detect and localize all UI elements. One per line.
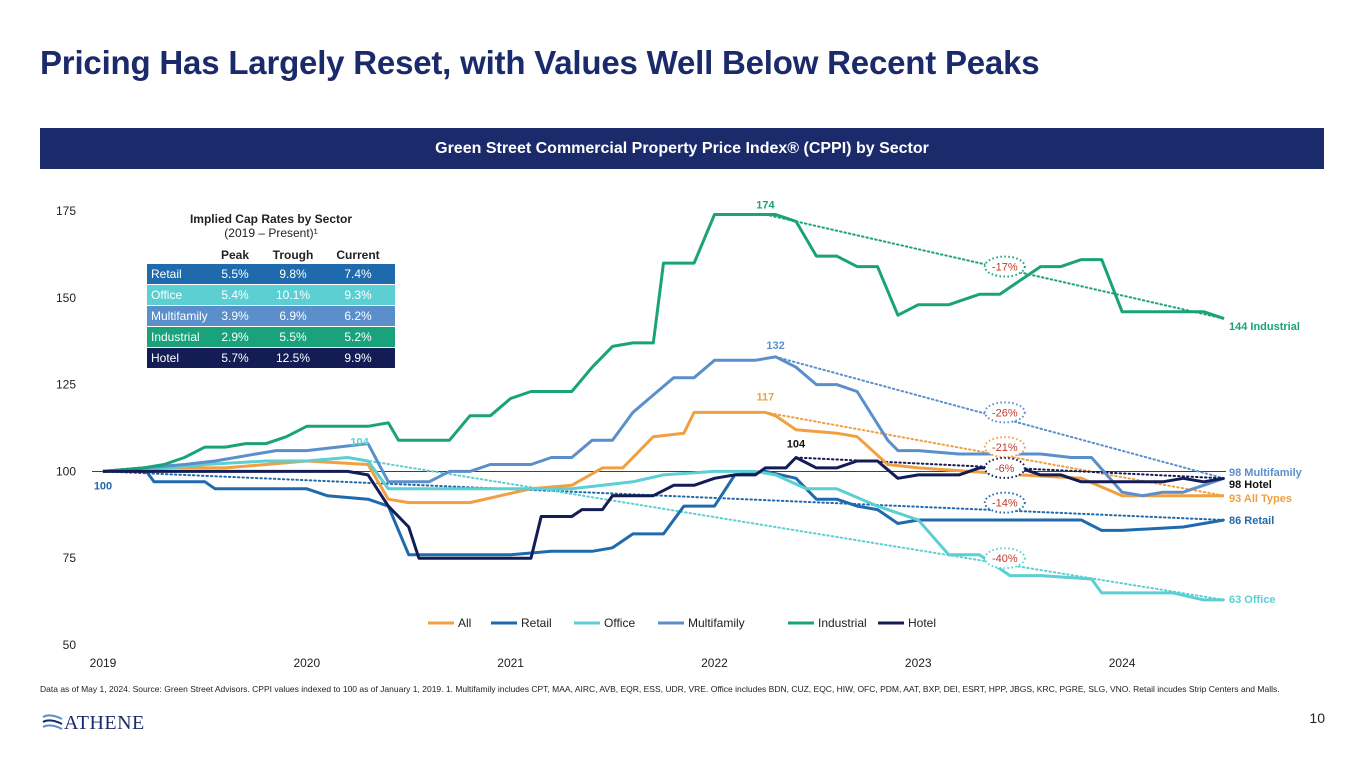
cap-row-multifamily: Multifamily 3.9% 6.9% 6.2% xyxy=(147,306,395,327)
end-label-hotel: 98 Hotel xyxy=(1229,479,1272,491)
trendline-multifamily xyxy=(774,355,1225,480)
y-tick-label: 125 xyxy=(56,378,76,392)
peak-label-office: 104 xyxy=(350,437,369,449)
legend-label-retail: Retail xyxy=(521,616,552,630)
series-line-retail xyxy=(102,466,1225,557)
cap-cell-peak: 5.5% xyxy=(221,267,249,281)
legend-label-multifamily: Multifamily xyxy=(688,616,745,630)
x-tick-label: 2024 xyxy=(1109,656,1136,670)
cap-cell-trough: 5.5% xyxy=(279,330,307,344)
cap-rate-table: Implied Cap Rates by Sector (2019 – Pres… xyxy=(147,212,395,369)
decline-badge-multifamily xyxy=(983,401,1026,424)
peak-label-hotel: 104 xyxy=(787,439,806,451)
legend-label-office: Office xyxy=(604,616,635,630)
x-tick-label: 2022 xyxy=(701,656,728,670)
y-tick-label: 150 xyxy=(56,291,76,305)
cap-cell-trough: 9.8% xyxy=(279,267,307,281)
end-label-industrial: 144 Industrial xyxy=(1229,321,1300,333)
decline-label-industrial: -17% xyxy=(992,262,1018,274)
decline-badge-hotel xyxy=(983,456,1026,479)
x-tick-label: 2020 xyxy=(293,656,320,670)
series-line-all xyxy=(102,410,1224,505)
cap-header-trough: Trough xyxy=(272,248,314,262)
cap-cell-current: 6.2% xyxy=(344,309,372,323)
decline-label-hotel: -6% xyxy=(995,463,1015,475)
athene-wave-icon xyxy=(42,714,63,730)
cap-header-peak: Peak xyxy=(220,248,250,262)
peak-label-all: 117 xyxy=(757,391,775,403)
cap-table-header: Peak Trough Current xyxy=(147,246,395,264)
x-tick-label: 2023 xyxy=(905,656,932,670)
cap-cell-current: 5.2% xyxy=(344,330,372,344)
cap-header-current: Current xyxy=(336,248,380,262)
peak-label-industrial: 174 xyxy=(756,199,775,211)
cap-row-office: Office 5.4% 10.1% 9.3% xyxy=(147,285,395,306)
legend-label-industrial: Industrial xyxy=(818,616,867,630)
cap-cell-name: Industrial xyxy=(151,330,200,344)
page-number: 10 xyxy=(1309,710,1325,726)
end-label-retail: 86 Retail xyxy=(1229,515,1274,527)
peak-label-multifamily: 132 xyxy=(766,340,784,352)
cap-cell-trough: 10.1% xyxy=(275,288,311,302)
cap-cell-trough: 6.9% xyxy=(279,309,307,323)
cap-row-retail: Retail 5.5% 9.8% 7.4% xyxy=(147,264,395,285)
athene-logo: ATHENE xyxy=(42,712,145,734)
decline-label-all: -21% xyxy=(992,442,1018,454)
cap-cell-current: 9.3% xyxy=(344,288,372,302)
cap-cell-trough: 12.5% xyxy=(275,351,311,365)
y-tick-label: 50 xyxy=(63,638,77,652)
cap-cell-name: Hotel xyxy=(151,351,180,365)
decline-label-retail: -14% xyxy=(992,498,1018,510)
y-tick-label: 75 xyxy=(63,551,77,565)
decline-badge-retail xyxy=(983,491,1026,514)
cap-cell-name: Office xyxy=(151,288,183,302)
series-line-industrial xyxy=(102,213,1225,473)
trendline-office xyxy=(346,456,1225,601)
legend-label-hotel: Hotel xyxy=(908,616,936,630)
cap-row-industrial: Industrial 2.9% 5.5% 5.2% xyxy=(147,327,395,348)
end-label-all: 93 All Types xyxy=(1229,493,1292,505)
logo-text: ATHENE xyxy=(64,711,145,734)
decline-label-office: -40% xyxy=(992,553,1018,565)
footnote: Data as of May 1, 2024. Source: Green St… xyxy=(40,684,1280,694)
decline-badge-industrial xyxy=(983,255,1026,278)
page-title: Pricing Has Largely Reset, with Values W… xyxy=(40,44,1040,81)
decline-badge-office xyxy=(983,547,1026,570)
cap-table-subtitle: (2019 – Present)¹ xyxy=(224,226,318,240)
cap-table-title: Implied Cap Rates by Sector xyxy=(189,212,353,226)
series-line-hotel xyxy=(103,456,1225,560)
cap-cell-peak: 3.9% xyxy=(221,309,249,323)
x-tick-label: 2021 xyxy=(497,656,524,670)
cap-cell-current: 7.4% xyxy=(344,267,372,281)
legend-label-all: All xyxy=(458,616,471,630)
trendline-retail xyxy=(102,470,1225,522)
cap-cell-peak: 5.4% xyxy=(221,288,249,302)
cap-cell-name: Multifamily xyxy=(151,309,208,323)
peak-label-retail: 100 xyxy=(94,480,112,492)
cap-cell-name: Retail xyxy=(151,267,182,281)
series-line-office xyxy=(102,456,1224,602)
cap-cell-current: 9.9% xyxy=(344,351,372,365)
y-tick-label: 100 xyxy=(56,464,76,478)
chart-banner: Green Street Commercial Property Price I… xyxy=(40,128,1324,169)
y-tick-label: 175 xyxy=(56,204,76,218)
cap-row-hotel: Hotel 5.7% 12.5% 9.9% xyxy=(147,348,395,369)
cap-cell-peak: 2.9% xyxy=(221,330,249,344)
end-label-office: 63 Office xyxy=(1229,594,1275,606)
x-tick-label: 2019 xyxy=(90,656,117,670)
end-label-multifamily: 98 Multifamily xyxy=(1229,467,1303,479)
series-line-multifamily xyxy=(102,355,1225,498)
decline-label-multifamily: -26% xyxy=(992,407,1018,419)
cap-cell-peak: 5.7% xyxy=(221,351,249,365)
